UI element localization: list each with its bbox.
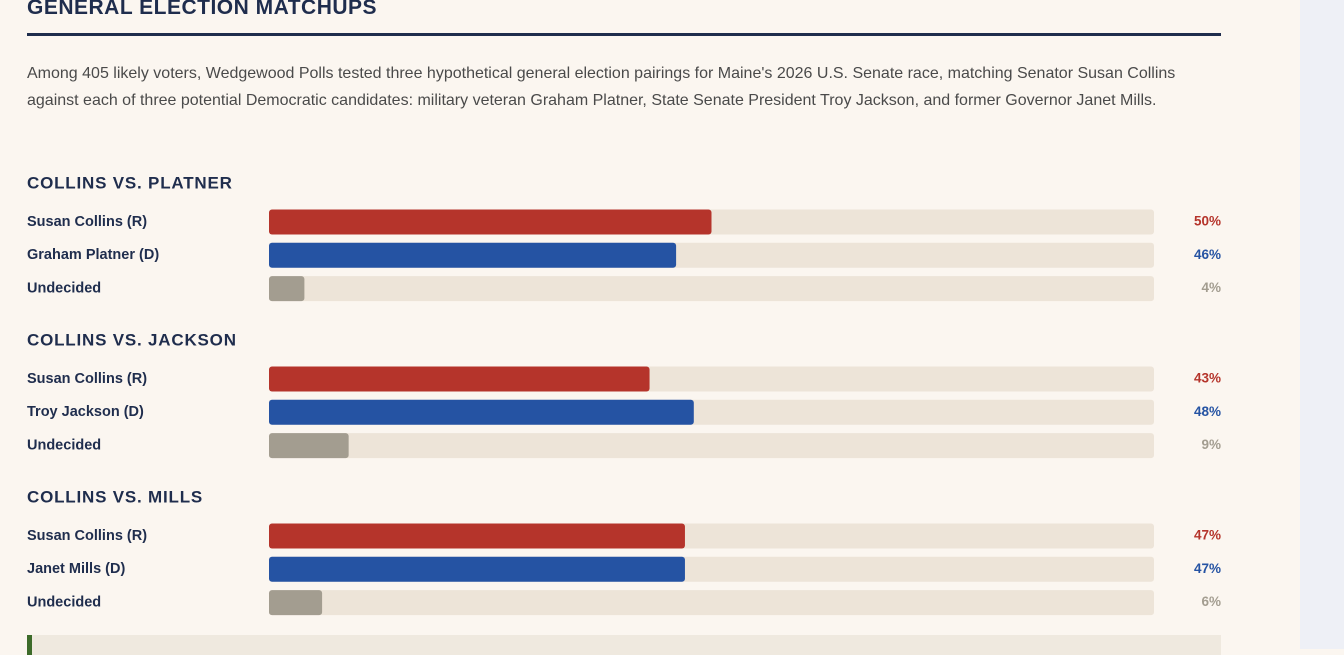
section-title: COLLINS VS. MILLS (27, 487, 203, 506)
section-title: COLLINS VS. JACKSON (27, 330, 237, 349)
section-title: COLLINS VS. PLATNER (27, 173, 233, 192)
value-label: 47% (1194, 561, 1221, 576)
bar-track (269, 590, 1154, 616)
bar (269, 366, 650, 392)
category-label: Undecided (27, 594, 101, 610)
category-label: Graham Platner (D) (27, 247, 159, 263)
category-label: Troy Jackson (D) (27, 404, 144, 420)
bar (269, 590, 323, 616)
value-label: 48% (1194, 404, 1221, 419)
category-label: Undecided (27, 280, 101, 296)
category-label: Susan Collins (R) (27, 214, 147, 230)
value-label: 47% (1194, 528, 1221, 543)
next-box (27, 635, 1221, 655)
bar (269, 523, 685, 549)
side-panel (1300, 0, 1344, 649)
category-label: Susan Collins (R) (27, 528, 147, 544)
description: Among 405 likely voters, Wedgewood Polls… (27, 65, 1176, 109)
value-label: 6% (1201, 594, 1221, 609)
category-label: Janet Mills (D) (27, 561, 125, 577)
bar-track (269, 433, 1154, 459)
bar (269, 209, 712, 235)
value-label: 43% (1194, 371, 1221, 386)
value-label: 4% (1201, 280, 1221, 295)
bar (269, 433, 349, 459)
value-label: 46% (1194, 247, 1221, 262)
title-rule (27, 33, 1221, 36)
value-label: 50% (1194, 214, 1221, 229)
charts: COLLINS VS. PLATNER Susan Collins (R) 50% G… (27, 173, 1221, 616)
bar-track (269, 276, 1154, 302)
bar (269, 276, 305, 302)
category-label: Undecided (27, 437, 101, 453)
value-label: 9% (1201, 437, 1221, 452)
category-label: Susan Collins (R) (27, 371, 147, 387)
page-title: GENERAL ELECTION MATCHUPS (27, 0, 378, 19)
bar (269, 556, 685, 582)
bar (269, 399, 694, 425)
bar (269, 242, 677, 268)
